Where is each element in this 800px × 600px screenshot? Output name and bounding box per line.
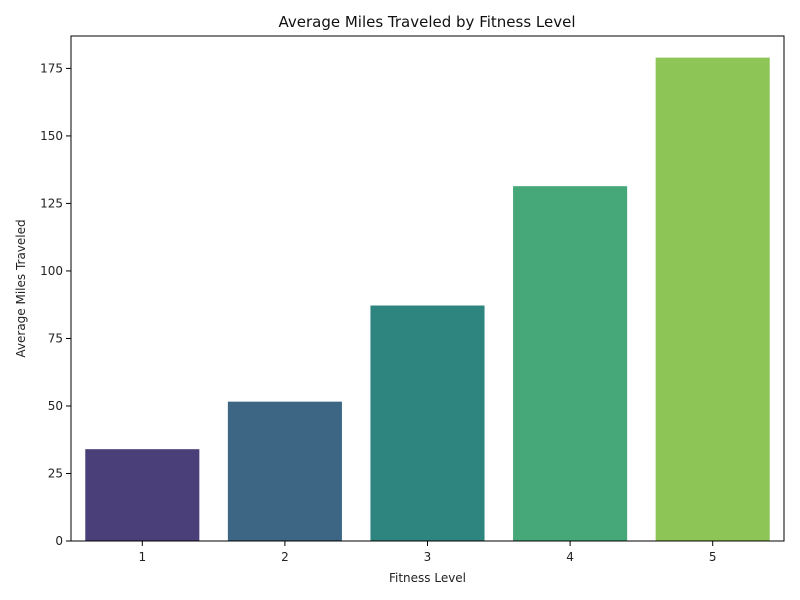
- bar-1: [85, 449, 200, 541]
- x-tick-label: 4: [566, 550, 574, 564]
- x-axis-ticks: 1 2 3 4 5: [138, 541, 717, 564]
- y-tick-label: 175: [40, 61, 63, 75]
- chart-title: Average Miles Traveled by Fitness Level: [278, 13, 575, 31]
- bar-3: [370, 305, 485, 541]
- y-axis-ticks: 0 25 50 75 100 125 150 175: [40, 61, 71, 548]
- x-axis-label: Fitness Level: [389, 571, 466, 585]
- y-axis-label: Average Miles Traveled: [14, 219, 28, 357]
- bars: [85, 57, 770, 542]
- bar-4: [513, 186, 628, 542]
- plot-frame: [70, 35, 785, 542]
- y-tick-label: 125: [40, 196, 63, 210]
- x-tick-label: 3: [424, 550, 432, 564]
- x-tick-label: 2: [281, 550, 289, 564]
- x-tick-label: 1: [138, 550, 146, 564]
- y-tick-label: 100: [40, 264, 63, 278]
- bar-5: [655, 57, 770, 541]
- y-tick-label: 0: [55, 534, 63, 548]
- y-tick-label: 150: [40, 129, 63, 143]
- y-tick-label: 25: [48, 466, 63, 480]
- x-tick-label: 5: [709, 550, 717, 564]
- y-tick-label: 75: [48, 331, 63, 345]
- y-tick-label: 50: [48, 399, 63, 413]
- bar-2: [227, 401, 342, 541]
